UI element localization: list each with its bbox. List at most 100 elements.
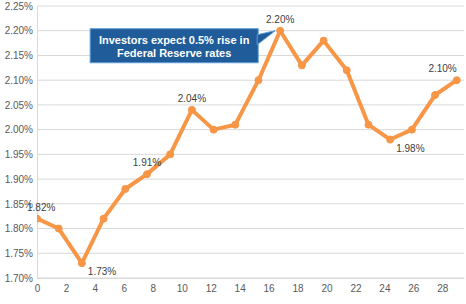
- y-tick: 2.15%: [5, 50, 37, 61]
- x-tick-label: 4: [93, 283, 99, 294]
- y-tick-label: 2.00%: [5, 124, 33, 135]
- x-tick: 20: [321, 278, 333, 294]
- x-tick: 14: [235, 278, 247, 294]
- marker: [343, 67, 350, 74]
- y-tick-label: 1.70%: [5, 273, 33, 284]
- x-tick: 24: [379, 278, 391, 294]
- marker: [365, 121, 372, 128]
- line: [37, 31, 457, 263]
- annotation-line: Federal Reserve rates: [117, 47, 231, 59]
- x-tick-label: 2: [64, 283, 70, 294]
- y-tick-label: 2.10%: [5, 75, 33, 86]
- y-tick: 1.75%: [5, 248, 37, 259]
- x-tick-label: 26: [408, 283, 420, 294]
- y-axis-line: [37, 7, 38, 279]
- y-tick: 2.05%: [5, 100, 37, 111]
- x-tick: 2: [64, 278, 70, 294]
- x-tick: 0: [35, 278, 41, 294]
- x-tick: 10: [177, 278, 189, 294]
- x-tick-label: 8: [151, 283, 157, 294]
- marker: [408, 126, 415, 133]
- x-tick-label: 20: [321, 283, 333, 294]
- y-tick: 1.90%: [5, 174, 37, 185]
- y-tick: 2.00%: [5, 124, 37, 135]
- x-tick-label: 10: [177, 283, 189, 294]
- plot-area: 1.70%1.75%1.80%1.85%1.90%1.95%2.00%2.05%…: [5, 1, 465, 294]
- marker: [122, 185, 129, 192]
- marker: [453, 77, 460, 84]
- data-label: 1.73%: [88, 266, 116, 277]
- marker: [298, 62, 305, 69]
- x-tick-label: 28: [437, 283, 449, 294]
- annotation-text: Investors expect 0.5% rise inFederal Res…: [99, 34, 250, 59]
- y-tick-label: 2.15%: [5, 50, 33, 61]
- grid-line: [37, 80, 464, 81]
- x-tick: 18: [292, 278, 304, 294]
- y-tick-label: 1.75%: [5, 248, 33, 259]
- x-tick: 16: [264, 278, 276, 294]
- x-tick-label: 24: [379, 283, 391, 294]
- marker: [432, 92, 439, 99]
- data-label: 1.82%: [27, 202, 55, 213]
- marker: [255, 77, 262, 84]
- x-tick-label: 14: [235, 283, 247, 294]
- annotation-box: [90, 29, 258, 63]
- y-tick: 2.25%: [5, 1, 37, 12]
- y-tick-label: 1.95%: [5, 149, 33, 160]
- y-tick: 2.10%: [5, 75, 37, 86]
- x-tick: 26: [408, 278, 420, 294]
- y-tick: 1.95%: [5, 149, 37, 160]
- marker: [232, 121, 239, 128]
- grid-line: [37, 154, 464, 155]
- marker: [55, 225, 62, 232]
- x-tick-label: 12: [206, 283, 218, 294]
- y-tick: 2.20%: [5, 25, 37, 36]
- y-tick-label: 1.80%: [5, 223, 33, 234]
- x-tick: 22: [350, 278, 362, 294]
- marker: [277, 27, 284, 34]
- series: [37, 27, 460, 266]
- data-label: 2.20%: [266, 14, 294, 25]
- x-tick-label: 22: [350, 283, 362, 294]
- grid-line: [37, 179, 464, 180]
- x-tick: 8: [151, 278, 157, 294]
- x-tick-label: 0: [35, 283, 41, 294]
- grid-line: [37, 253, 464, 254]
- marker: [320, 37, 327, 44]
- x-tick: 4: [93, 278, 99, 294]
- marker: [188, 106, 195, 113]
- annotation-pointer: [257, 31, 275, 45]
- y-tick: 1.70%: [5, 273, 37, 284]
- x-tick: 28: [437, 278, 449, 294]
- grid-line: [37, 129, 464, 130]
- x-tick-label: 18: [292, 283, 304, 294]
- grid-line: [37, 104, 464, 105]
- x-tick: 12: [206, 278, 218, 294]
- x-tick-label: 16: [264, 283, 276, 294]
- grid: [37, 6, 464, 278]
- marker: [37, 215, 41, 222]
- marker: [387, 136, 394, 143]
- y-axis: 1.70%1.75%1.80%1.85%1.90%1.95%2.00%2.05%…: [5, 1, 38, 284]
- x-axis-line: [38, 278, 465, 279]
- y-tick: 1.80%: [5, 223, 37, 234]
- marker: [100, 215, 107, 222]
- y-tick-label: 2.20%: [5, 25, 33, 36]
- marker: [144, 171, 151, 178]
- x-axis: 0246810121416182022242628: [35, 278, 465, 294]
- x-tick-label: 6: [122, 283, 128, 294]
- marker: [167, 151, 174, 158]
- x-tick: 6: [122, 278, 128, 294]
- grid-line: [37, 203, 464, 204]
- annotation-line: Investors expect 0.5% rise in: [99, 34, 250, 46]
- y-tick-label: 2.25%: [5, 1, 33, 12]
- grid-line: [37, 278, 464, 279]
- y-tick-label: 1.90%: [5, 174, 33, 185]
- data-label: 1.91%: [133, 157, 161, 168]
- data-label: 2.10%: [428, 63, 456, 74]
- marker: [210, 126, 217, 133]
- data-label: 1.98%: [396, 143, 424, 154]
- data-label: 2.04%: [178, 93, 206, 104]
- grid-line: [37, 6, 464, 7]
- annotation: Investors expect 0.5% rise inFederal Res…: [90, 29, 275, 63]
